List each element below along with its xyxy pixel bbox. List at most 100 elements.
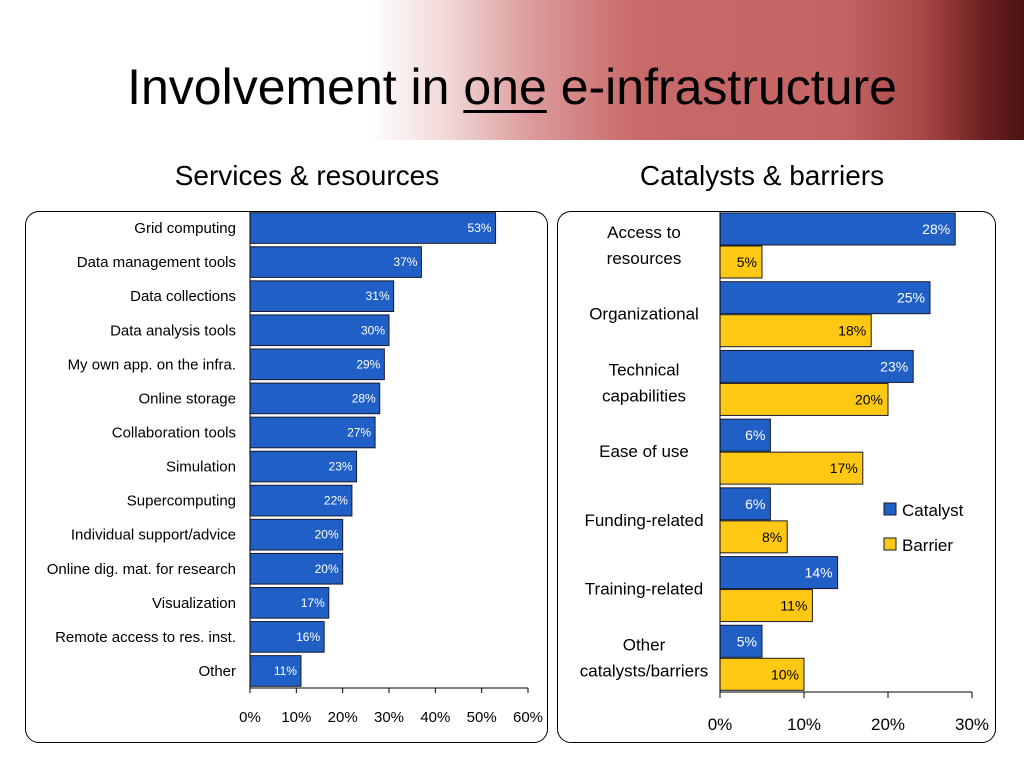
legend-barrier-swatch: [883, 537, 897, 551]
catalysts-category-label: capabilities: [602, 386, 686, 405]
services-bar-value-label: 27%: [347, 425, 371, 439]
catalyst-bar: [719, 349, 914, 383]
catalysts-category-label: Access to: [607, 223, 681, 242]
services-category-label: Remote access to res. inst.: [55, 629, 236, 646]
services-bar: [249, 450, 358, 483]
services-bar-value-label: 23%: [329, 460, 353, 474]
catalysts-category-label: resources: [607, 249, 682, 268]
services-bar: [249, 348, 385, 381]
title-text-start: Involvement in: [127, 59, 464, 115]
services-x-tick-label: 10%: [281, 709, 311, 726]
services-bar-value-label: 30%: [361, 323, 385, 337]
barrier-bar: [719, 520, 788, 554]
services-bar: [249, 655, 302, 687]
catalysts-category-label: catalysts/barriers: [580, 661, 708, 680]
services-category-label: Simulation: [166, 459, 236, 476]
barrier-bar-value-label: 8%: [762, 529, 782, 545]
services-bar: [249, 518, 344, 551]
services-bar: [249, 484, 353, 517]
services-bar: [249, 586, 330, 619]
services-category-label: Visualization: [152, 595, 236, 612]
legend-catalyst-swatch: [883, 502, 897, 516]
catalyst-bar: [719, 624, 763, 658]
services-bar: [249, 621, 325, 653]
catalysts-x-tick-label: 0%: [708, 715, 733, 734]
barrier-bar-value-label: 11%: [780, 598, 807, 614]
services-category-label: Grid computing: [134, 220, 236, 237]
barrier-bar-value-label: 17%: [830, 460, 858, 476]
services-bar: [249, 280, 395, 313]
barrier-bar: [719, 382, 889, 416]
title-text-underlined: one: [463, 59, 547, 115]
services-category-label: Other: [198, 663, 236, 680]
catalyst-bar: [719, 212, 956, 246]
catalyst-bar-value-label: 25%: [897, 290, 925, 306]
services-bar-value-label: 20%: [315, 528, 339, 542]
catalysts-category-label: Training-related: [585, 580, 703, 599]
barrier-bar: [719, 314, 872, 348]
services-category-label: Data analysis tools: [110, 322, 236, 339]
services-x-tick-label: 30%: [374, 709, 404, 726]
catalyst-bar-value-label: 5%: [737, 633, 757, 649]
services-bar-value-label: 29%: [356, 357, 380, 371]
services-chart-title: Services & resources: [174, 160, 440, 191]
services-category-label: Supercomputing: [127, 493, 236, 510]
services-x-tick-label: 60%: [513, 709, 543, 726]
catalyst-bar-value-label: 28%: [922, 221, 950, 237]
catalysts-category-label: Other: [623, 635, 666, 654]
services-bar-value-label: 20%: [315, 562, 339, 576]
services-bar-value-label: 37%: [393, 255, 417, 269]
services-category-label: Collaboration tools: [112, 424, 236, 441]
catalyst-bar: [719, 556, 839, 590]
services-bar-value-label: 17%: [301, 596, 325, 610]
catalyst-bar-value-label: 14%: [805, 565, 833, 581]
catalysts-x-tick-label: 30%: [955, 715, 989, 734]
catalyst-bar: [719, 418, 771, 452]
catalysts-category-label: Ease of use: [599, 442, 689, 461]
legend-barrier-label: Barrier: [902, 536, 953, 555]
services-category-label: Data collections: [130, 288, 236, 305]
catalysts-x-tick-label: 20%: [871, 715, 905, 734]
services-category-label: Online storage: [138, 390, 236, 407]
services-bar-value-label: 31%: [366, 289, 390, 303]
services-bar-value-label: 16%: [296, 630, 320, 644]
services-x-tick-label: 40%: [420, 709, 450, 726]
catalyst-bar-value-label: 6%: [745, 427, 765, 443]
slide-title: Involvement in one e-infrastructure: [0, 52, 1024, 122]
services-bar-value-label: 22%: [324, 494, 348, 508]
catalysts-x-tick-label: 10%: [787, 715, 821, 734]
services-category-label: Individual support/advice: [71, 527, 236, 544]
services-bar: [249, 552, 344, 585]
catalyst-bar-value-label: 23%: [880, 358, 908, 374]
services-bar-value-label: 11%: [274, 664, 297, 678]
catalysts-category-label: Technical: [609, 360, 680, 379]
services-bar-value-label: 28%: [352, 391, 376, 405]
barrier-bar: [719, 657, 805, 691]
catalysts-chart-title: Catalysts & barriers: [639, 160, 885, 191]
barrier-bar-value-label: 10%: [771, 666, 799, 682]
catalyst-bar: [719, 281, 931, 315]
services-bar: [249, 246, 422, 278]
title-text-end: e-infrastructure: [546, 59, 897, 115]
barrier-bar-value-label: 5%: [737, 254, 757, 270]
barrier-bar-value-label: 18%: [838, 323, 866, 339]
services-category-label: Data management tools: [77, 254, 236, 271]
barrier-bar-value-label: 20%: [855, 391, 883, 407]
catalyst-bar: [719, 487, 771, 521]
legend-catalyst-label: Catalyst: [902, 501, 964, 520]
services-bar: [249, 416, 376, 449]
services-bar: [249, 314, 390, 347]
catalyst-bar-value-label: 6%: [745, 496, 765, 512]
services-bar: [249, 382, 381, 415]
services-x-tick-label: 50%: [467, 709, 497, 726]
catalysts-category-label: Organizational: [589, 305, 699, 324]
catalysts-category-label: Funding-related: [584, 511, 703, 530]
services-bar-value-label: 53%: [468, 221, 492, 235]
barrier-bar: [719, 589, 813, 623]
title-banner: [0, 0, 1024, 140]
services-bar: [249, 212, 497, 244]
services-x-tick-label: 0%: [239, 709, 261, 726]
barrier-bar: [719, 451, 864, 485]
services-category-label: Online dig. mat. for research: [47, 561, 236, 578]
